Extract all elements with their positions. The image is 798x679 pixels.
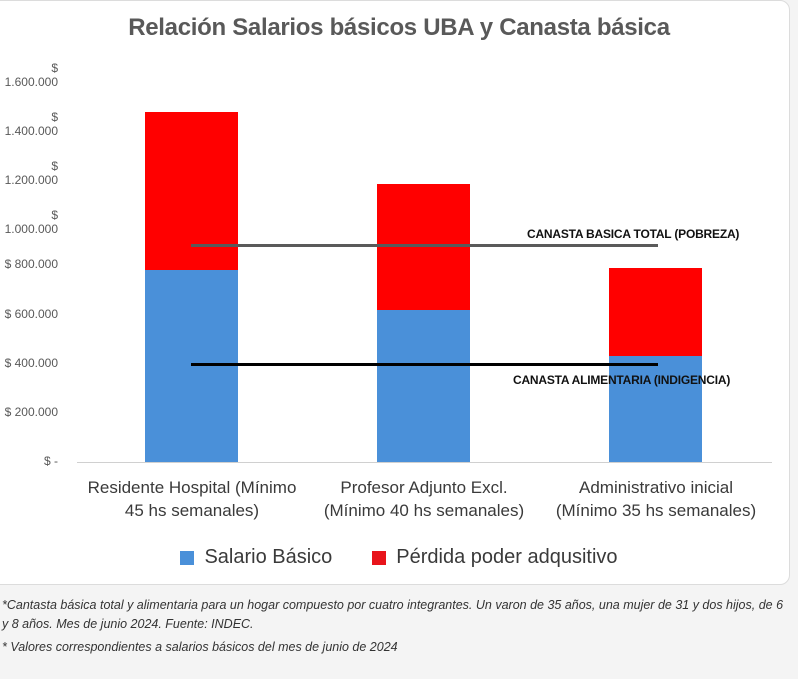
canasta-basica-total-line	[191, 244, 658, 247]
y-tick-0: $ -	[43, 454, 58, 468]
category-label-administrativo: Administrativo inicial (Mínimo 35 hs sem…	[541, 476, 771, 522]
bar-residente-hospital	[145, 112, 238, 462]
bar-administrativo-inicial	[609, 268, 702, 462]
category-line-1: Residente Hospital (Mínimo	[87, 478, 297, 497]
y-tick-1600k: $ 1.600.000	[4, 61, 58, 89]
y-tick-400k: $ 400.000	[4, 356, 58, 370]
canasta-alimentaria-label: CANASTA ALIMENTARIA (INDIGENCIA)	[513, 373, 731, 387]
bar-segment-salario	[609, 356, 702, 462]
bar-segment-salario	[377, 310, 470, 462]
bar-segment-salario	[145, 270, 238, 462]
legend-swatch-red-icon	[372, 550, 387, 565]
category-label-profesor: Profesor Adjunto Excl. (Mínimo 40 hs sem…	[309, 476, 539, 522]
y-tick-200k: $ 200.000	[4, 405, 58, 419]
canasta-basica-total-label: CANASTA BASICA TOTAL (POBREZA)	[527, 227, 740, 241]
y-tick-600k: $ 600.000	[4, 307, 58, 321]
bar-segment-perdida	[145, 112, 238, 270]
footnote-salarios: * Valores correspondientes a salarios bá…	[2, 640, 398, 654]
chart-title: Relación Salarios básicos UBA y Canasta …	[128, 14, 670, 41]
y-tick-1200k: $ 1.200.000	[4, 159, 58, 187]
y-tick-1400k: $ 1.400.000	[4, 110, 58, 138]
y-tick-800k: $ 800.000	[4, 257, 58, 271]
legend-label-salario: Salario Básico	[204, 546, 333, 568]
y-tick-1000k: $ 1.000.000	[4, 208, 58, 236]
category-line-1: Administrativo inicial	[579, 478, 733, 497]
chart-legend: Salario Básico Pérdida poder adqusitivo	[0, 546, 798, 569]
x-axis-line	[77, 462, 772, 463]
bar-profesor-adjunto	[377, 184, 470, 462]
legend-item-salario: Salario Básico	[180, 546, 332, 569]
category-line-1: Profesor Adjunto Excl.	[340, 478, 508, 497]
canasta-alimentaria-line	[191, 363, 658, 366]
footnotes: *Cantasta básica total y alimentaria par…	[2, 596, 792, 661]
category-label-residente: Residente Hospital (Mínimo 45 hs semanal…	[77, 476, 307, 522]
category-line-2: (Mínimo 35 hs semanales)	[555, 501, 757, 520]
bar-segment-perdida	[609, 268, 702, 356]
category-line-2: (Mínimo 40 hs semanales)	[323, 501, 525, 520]
legend-label-perdida: Pérdida poder adqusitivo	[396, 546, 618, 568]
legend-swatch-blue-icon	[180, 550, 195, 565]
category-line-2: 45 hs semanales)	[124, 501, 260, 520]
bar-segment-perdida	[377, 184, 470, 310]
footnote-canasta: *Cantasta básica total y alimentaria par…	[2, 598, 784, 631]
legend-item-perdida: Pérdida poder adqusitivo	[372, 546, 618, 569]
